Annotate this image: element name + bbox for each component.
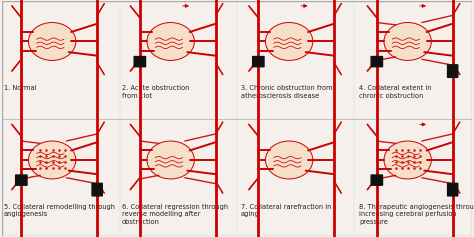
FancyBboxPatch shape: [447, 65, 458, 77]
Ellipse shape: [384, 141, 431, 179]
FancyBboxPatch shape: [253, 57, 264, 67]
Text: 2. Acute obstruction
from clot: 2. Acute obstruction from clot: [122, 85, 190, 99]
Ellipse shape: [384, 23, 431, 60]
Text: 5. Collateral remodelling through
angiogenesis: 5. Collateral remodelling through angiog…: [3, 204, 115, 217]
Text: 7. Collateral rarefraction in
aging: 7. Collateral rarefraction in aging: [240, 204, 331, 217]
FancyBboxPatch shape: [371, 57, 383, 67]
Ellipse shape: [28, 23, 76, 60]
FancyBboxPatch shape: [16, 175, 27, 185]
FancyBboxPatch shape: [371, 175, 383, 185]
FancyBboxPatch shape: [447, 183, 458, 196]
Ellipse shape: [265, 23, 313, 60]
Ellipse shape: [147, 23, 194, 60]
Text: 8. Therapeutic angiogenesis through
increasing cerebral perfusion
pressure: 8. Therapeutic angiogenesis through incr…: [359, 204, 474, 225]
Ellipse shape: [265, 141, 313, 179]
Text: 1. Normal: 1. Normal: [3, 85, 36, 91]
Text: 3. Chronic obstruction from
atherosclerosis disease: 3. Chronic obstruction from atherosclero…: [240, 85, 332, 99]
Text: 4. Collateral extent in
chronic obstruction: 4. Collateral extent in chronic obstruct…: [359, 85, 431, 99]
Ellipse shape: [147, 141, 194, 179]
FancyBboxPatch shape: [134, 57, 146, 67]
Text: 6. Collateral regression through
reverse modelling after
obstruction: 6. Collateral regression through reverse…: [122, 204, 228, 225]
FancyBboxPatch shape: [92, 183, 102, 196]
Ellipse shape: [28, 141, 76, 179]
